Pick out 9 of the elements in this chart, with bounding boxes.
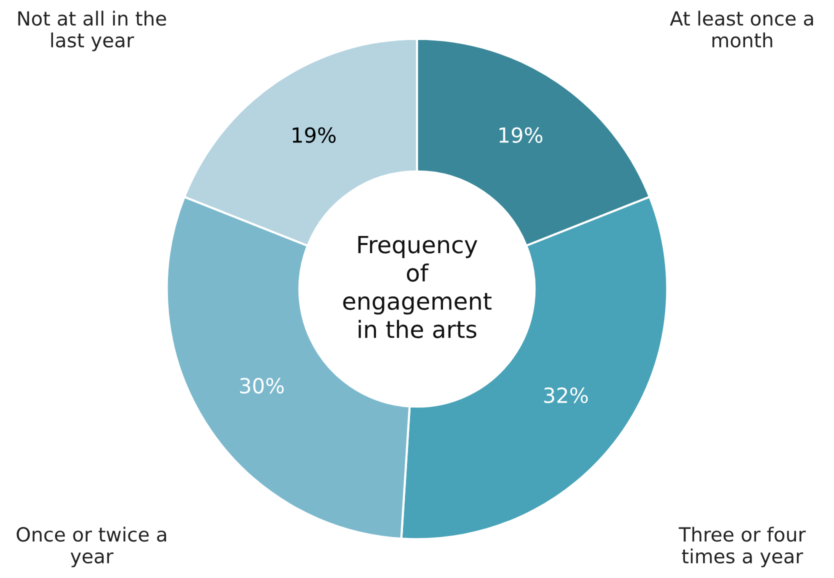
text: Frequency of engagement in the arts (343, 236, 492, 338)
slice-label: Three or four times a year (678, 526, 806, 568)
data-label: 32% (544, 387, 588, 404)
slice-label: At least once a month (670, 10, 813, 48)
data-label: 19% (292, 127, 336, 143)
slice-label: Once or twice a year (16, 526, 166, 568)
slice-label: Not at all in the last year (18, 10, 166, 52)
data-label: 30% (240, 378, 284, 394)
data-label: 19% (500, 127, 542, 143)
